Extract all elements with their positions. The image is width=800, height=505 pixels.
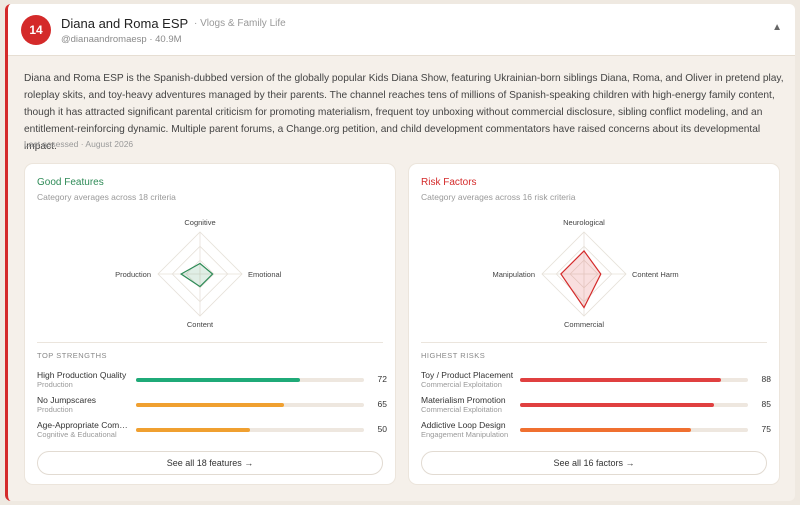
risk-value: 88 [761,374,771,384]
risk-value: 75 [761,424,771,434]
radar-axis-production: Production [115,270,151,279]
strength-category: Production [37,380,73,389]
risk-row: Toy / Product Placement Commercial Explo… [421,370,771,392]
strength-value: 50 [377,424,387,434]
strength-bar-track [136,403,364,407]
channel-handle: @dianaandromaesp · 40.9M [61,34,182,45]
radar-axis-emotional: Emotional [248,270,282,279]
see-all-factors-button[interactable]: See all 16 factors → [421,451,767,475]
see-all-features-button[interactable]: See all 18 features → [37,451,383,475]
strength-label: High Production Quality [37,370,127,380]
risk-label: Materialism Promotion [421,395,506,405]
divider [37,342,383,343]
strength-bar-track [136,378,364,382]
risk-bar-fill [520,378,721,382]
strength-label: No Jumpscares [37,395,97,405]
risk-bar-fill [520,403,714,407]
channel-name: Diana and Roma ESP [61,16,189,31]
good-features-subtitle: Category averages across 18 criteria [37,192,176,202]
risk-category: Commercial Exploitation [421,405,502,414]
radar-axis-manipulation: Manipulation [492,270,535,279]
risk-row: Materialism Promotion Commercial Exploit… [421,395,771,417]
rank-badge: 14 [21,15,51,45]
risk-factors-radar: Neurological Content Harm Commercial Man… [492,218,679,329]
risk-value: 85 [761,399,771,409]
risk-row: Addictive Loop Design Engagement Manipul… [421,420,771,442]
strength-row: High Production Quality Production 72 [37,370,387,392]
good-features-radar: Cognitive Emotional Content Production [115,218,282,329]
strength-bar-track [136,428,364,432]
highest-risks-title: HIGHEST RISKS [421,351,486,360]
strength-bar-fill [136,428,250,432]
risk-factors-panel: Risk Factors Category averages across 16… [409,164,779,484]
channel-category: · Vlogs & Family Life [194,18,286,29]
radar-axis-cognitive: Cognitive [184,218,215,227]
good-features-title: Good Features [37,177,104,188]
radar-axis-content-harm: Content Harm [632,270,679,279]
radar-axis-commercial: Commercial [564,320,604,329]
last-assessed: Last assessed · August 2026 [24,139,134,149]
divider [421,342,767,343]
risk-bar-track [520,378,748,382]
strength-category: Cognitive & Educational [37,430,117,439]
risk-bar-fill [520,428,691,432]
risk-bar-track [520,428,748,432]
strength-row: No Jumpscares Production 65 [37,395,387,417]
radar-axis-content: Content [187,320,214,329]
channel-header[interactable]: 14 Diana and Roma ESP · Vlogs & Family L… [8,4,795,56]
risk-label: Toy / Product Placement [421,370,514,380]
channel-card: 14 Diana and Roma ESP · Vlogs & Family L… [5,4,795,501]
radar-axis-neurological: Neurological [563,218,605,227]
strength-label: Age-Appropriate Com… [37,420,128,430]
risk-label: Addictive Loop Design [421,420,506,430]
risk-category: Engagement Manipulation [421,430,509,439]
strength-bar-fill [136,403,285,407]
strength-value: 65 [377,399,387,409]
strength-category: Production [37,405,73,414]
risk-factors-subtitle: Category averages across 16 risk criteri… [421,192,576,202]
good-features-panel: Good Features Category averages across 1… [25,164,395,484]
risk-radar-shape [560,249,602,309]
strength-row: Age-Appropriate Com… Cognitive & Educati… [37,420,387,442]
risk-bar-track [520,403,748,407]
risk-factors-title: Risk Factors [421,177,477,188]
good-radar-shape [179,262,214,288]
risk-category: Commercial Exploitation [421,380,502,389]
strength-bar-fill [136,378,301,382]
top-strengths-title: TOP STRENGTHS [37,351,107,360]
strength-value: 72 [377,374,387,384]
channel-description: Diana and Roma ESP is the Spanish-dubbed… [24,73,784,152]
chevron-up-icon[interactable]: ▲ [772,22,782,33]
